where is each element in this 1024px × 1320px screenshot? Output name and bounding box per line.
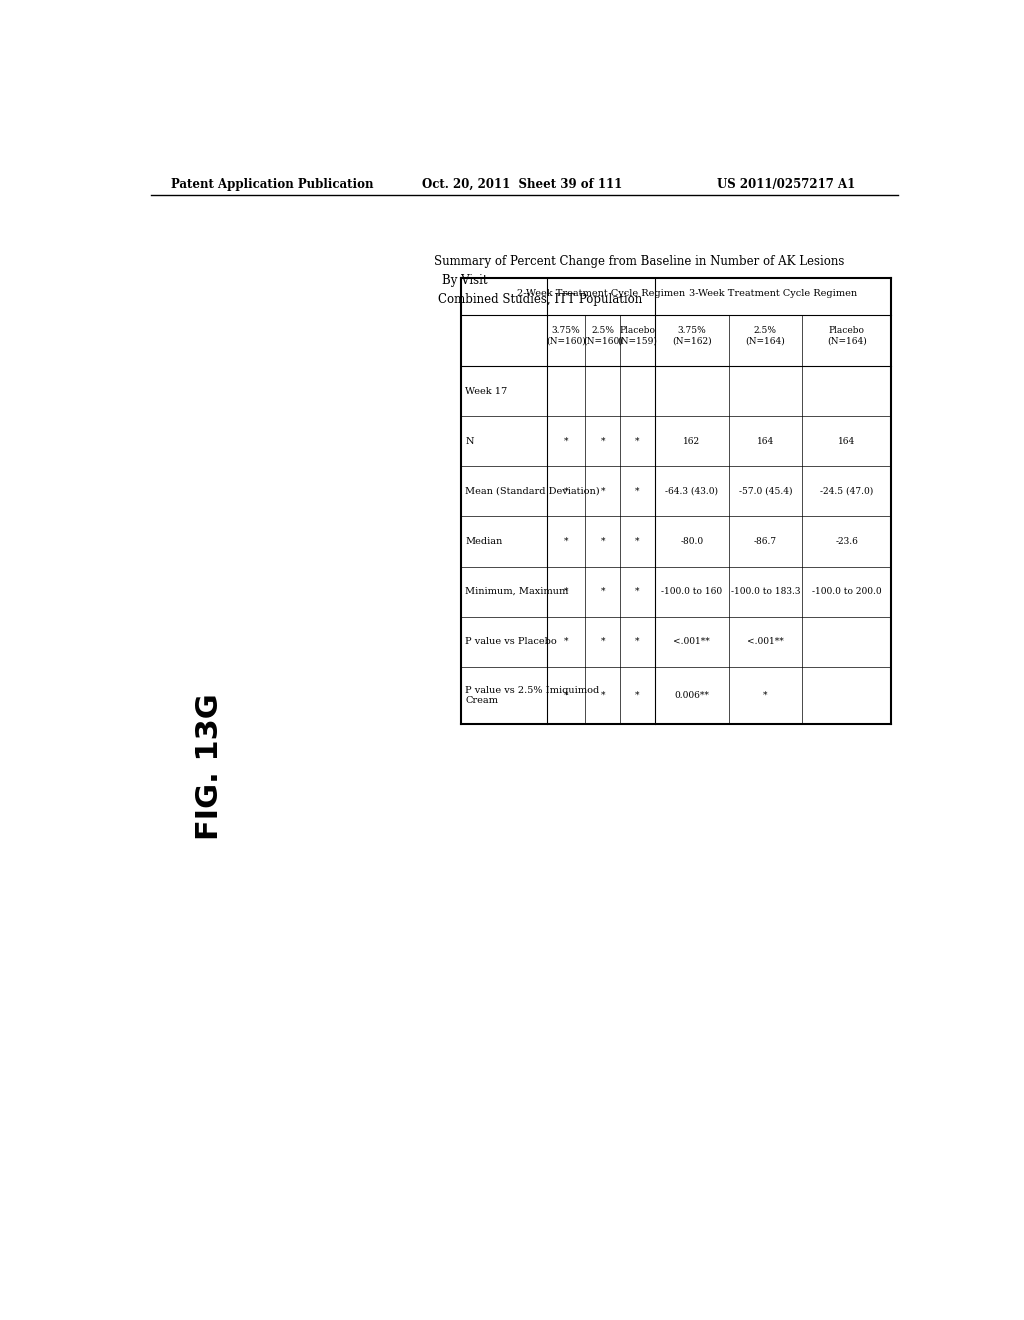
Text: Week 17: Week 17 bbox=[465, 387, 507, 396]
Text: -23.6: -23.6 bbox=[836, 537, 858, 546]
Text: Minimum, Maximum: Minimum, Maximum bbox=[465, 587, 568, 597]
Text: *: * bbox=[635, 638, 640, 645]
Text: Placebo
(N=159): Placebo (N=159) bbox=[617, 326, 657, 346]
Text: *: * bbox=[600, 638, 605, 645]
Text: 164: 164 bbox=[839, 437, 855, 446]
Text: Median: Median bbox=[465, 537, 503, 546]
Text: -86.7: -86.7 bbox=[754, 537, 777, 546]
Text: US 2011/0257217 A1: US 2011/0257217 A1 bbox=[717, 178, 855, 190]
Text: *: * bbox=[600, 437, 605, 446]
Text: *: * bbox=[600, 537, 605, 546]
Text: P value vs 2.5% Imiquimod
Cream: P value vs 2.5% Imiquimod Cream bbox=[465, 686, 599, 705]
Text: 0.006**: 0.006** bbox=[675, 690, 710, 700]
Text: 3-Week Treatment Cycle Regimen: 3-Week Treatment Cycle Regimen bbox=[689, 289, 857, 297]
Text: <.001**: <.001** bbox=[674, 638, 711, 645]
Text: -57.0 (45.4): -57.0 (45.4) bbox=[738, 487, 793, 496]
Text: 162: 162 bbox=[683, 437, 700, 446]
Text: 2.5%
(N=160): 2.5% (N=160) bbox=[583, 326, 623, 346]
Text: 3.75%
(N=162): 3.75% (N=162) bbox=[672, 326, 712, 346]
Text: *: * bbox=[563, 487, 568, 496]
Text: *: * bbox=[635, 437, 640, 446]
Text: Summary of Percent Change from Baseline in Number of AK Lesions: Summary of Percent Change from Baseline … bbox=[434, 255, 845, 268]
Text: *: * bbox=[635, 537, 640, 546]
Text: *: * bbox=[600, 587, 605, 597]
Text: -100.0 to 200.0: -100.0 to 200.0 bbox=[812, 587, 882, 597]
Text: Mean (Standard Deviation): Mean (Standard Deviation) bbox=[465, 487, 600, 496]
Text: *: * bbox=[563, 537, 568, 546]
Text: Combined Studies, ITT Population: Combined Studies, ITT Population bbox=[438, 293, 642, 306]
Text: *: * bbox=[563, 437, 568, 446]
Text: -100.0 to 183.3: -100.0 to 183.3 bbox=[731, 587, 800, 597]
Text: <.001**: <.001** bbox=[748, 638, 783, 645]
Text: *: * bbox=[635, 690, 640, 700]
Text: P value vs Placebo: P value vs Placebo bbox=[465, 638, 557, 645]
Text: 164: 164 bbox=[757, 437, 774, 446]
Text: *: * bbox=[563, 638, 568, 645]
Text: FIG. 13G: FIG. 13G bbox=[195, 693, 224, 840]
Text: By Visit: By Visit bbox=[442, 275, 487, 286]
Text: -100.0 to 160: -100.0 to 160 bbox=[662, 587, 722, 597]
Text: *: * bbox=[600, 487, 605, 496]
Text: Placebo
(N=164): Placebo (N=164) bbox=[827, 326, 866, 346]
Text: -64.3 (43.0): -64.3 (43.0) bbox=[666, 487, 718, 496]
Text: *: * bbox=[563, 587, 568, 597]
Text: N: N bbox=[465, 437, 474, 446]
Text: 3.75%
(N=160): 3.75% (N=160) bbox=[546, 326, 586, 346]
Text: *: * bbox=[763, 690, 768, 700]
Text: *: * bbox=[563, 690, 568, 700]
Text: Oct. 20, 2011  Sheet 39 of 111: Oct. 20, 2011 Sheet 39 of 111 bbox=[423, 178, 623, 190]
Text: Patent Application Publication: Patent Application Publication bbox=[171, 178, 373, 190]
Text: 2-Week Treatment Cycle Regimen: 2-Week Treatment Cycle Regimen bbox=[517, 289, 685, 297]
Text: 2.5%
(N=164): 2.5% (N=164) bbox=[745, 326, 785, 346]
Text: -80.0: -80.0 bbox=[680, 537, 703, 546]
Text: *: * bbox=[635, 487, 640, 496]
Text: -24.5 (47.0): -24.5 (47.0) bbox=[820, 487, 873, 496]
Text: *: * bbox=[600, 690, 605, 700]
Text: *: * bbox=[635, 587, 640, 597]
